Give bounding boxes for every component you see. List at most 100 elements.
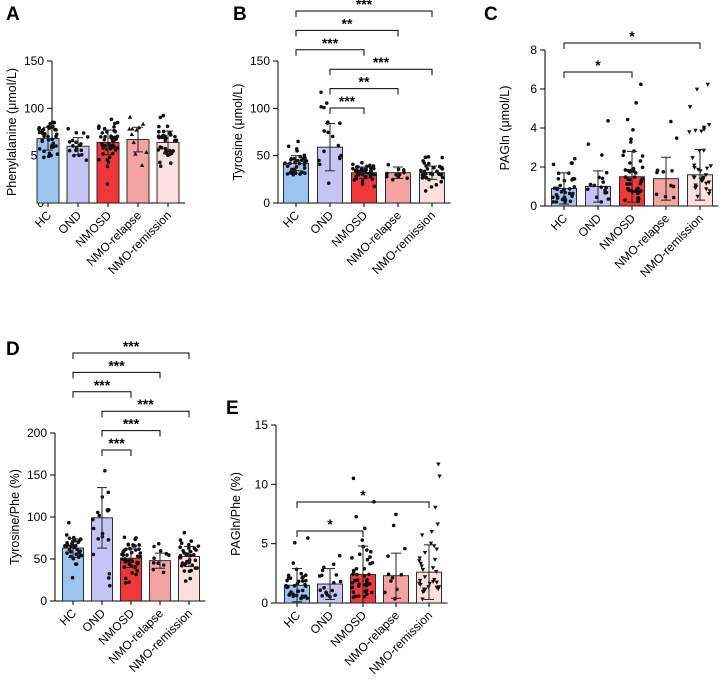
data-point (692, 175, 697, 180)
data-point (351, 595, 356, 599)
y-tick-label: 5 (261, 537, 268, 551)
data-point (636, 186, 640, 191)
data-point (586, 142, 591, 146)
data-point (158, 164, 163, 169)
data-point (96, 537, 101, 541)
data-point (628, 140, 633, 144)
data-point (40, 138, 45, 142)
data-point (631, 128, 635, 132)
data-point (324, 591, 329, 596)
data-point (123, 581, 128, 585)
data-point (420, 567, 426, 572)
y-axis-title: Phenylalanine (μmol/L) (5, 68, 19, 196)
data-point (368, 166, 373, 170)
data-point (91, 517, 95, 522)
data-point (588, 182, 593, 187)
data-point (291, 561, 296, 565)
data-point (127, 114, 133, 119)
data-point (37, 130, 42, 135)
data-point (700, 176, 706, 181)
data-point (634, 189, 638, 194)
data-point (422, 575, 428, 580)
data-point (304, 573, 308, 577)
significance-label: * (360, 487, 366, 503)
data-point (185, 559, 189, 564)
data-point (417, 556, 422, 561)
data-point (108, 583, 112, 588)
data-point (571, 191, 575, 196)
y-tick-label: 50 (257, 149, 271, 163)
data-point (50, 137, 54, 142)
data-point (350, 585, 355, 590)
data-point (127, 126, 132, 131)
data-point (625, 182, 629, 186)
data-point (161, 570, 166, 575)
data-point (558, 183, 562, 188)
data-point (172, 138, 177, 143)
data-point (130, 126, 135, 131)
data-point (434, 183, 439, 187)
data-point (292, 157, 297, 161)
y-axis-title: PAGln (μmol/L) (498, 86, 512, 171)
category-label: OND (307, 608, 336, 637)
data-point (351, 590, 356, 594)
data-point (420, 597, 425, 602)
data-point (289, 157, 293, 162)
significance-bracket (329, 68, 433, 76)
data-point (384, 174, 389, 179)
data-point (424, 176, 429, 180)
data-point (604, 170, 609, 175)
data-point (425, 167, 430, 171)
data-point (74, 130, 79, 135)
data-point (334, 573, 339, 577)
data-point (433, 505, 438, 510)
data-point (55, 152, 60, 156)
significance-label: *** (123, 338, 140, 354)
y-axis-title: Tyrosine (μmol/L) (231, 84, 245, 181)
data-point (319, 90, 323, 95)
data-point (183, 579, 188, 583)
y-axis-title: PAGln/Phe (%) (229, 472, 243, 556)
data-point (439, 179, 444, 184)
significance-label: * (327, 516, 333, 532)
y-tick-label: 150 (27, 468, 47, 482)
panel-a: A050100150Phenylalanine (μmol/L)HCONDNMO… (5, 4, 185, 277)
data-point (101, 146, 105, 150)
significance-bracket (563, 42, 701, 49)
data-point (70, 575, 75, 580)
data-point (556, 171, 561, 176)
data-point (551, 162, 556, 167)
data-point (632, 169, 636, 174)
significance-label: *** (108, 357, 125, 373)
data-point (370, 561, 375, 565)
y-tick-label: 4 (530, 121, 537, 135)
data-point (76, 555, 81, 559)
data-point (123, 576, 128, 581)
data-point (67, 140, 72, 144)
data-point (84, 158, 89, 162)
data-point (627, 170, 632, 174)
data-point (703, 173, 709, 178)
significance-bracket (329, 107, 365, 114)
y-tick-label: 2 (530, 160, 537, 174)
data-point (126, 559, 131, 563)
data-point (324, 101, 329, 105)
data-point (134, 536, 138, 540)
data-point (97, 513, 102, 518)
data-point (638, 181, 642, 186)
data-point (156, 148, 161, 152)
data-point (350, 581, 354, 585)
data-point (189, 539, 194, 543)
data-point (358, 169, 363, 173)
data-point (367, 572, 371, 577)
data-point (97, 157, 101, 162)
data-point (178, 553, 183, 558)
data-point (436, 587, 441, 592)
data-point (356, 594, 361, 598)
data-point (701, 127, 707, 132)
data-point (336, 143, 341, 148)
data-point (631, 166, 636, 171)
data-point (338, 121, 342, 126)
data-point (137, 547, 141, 551)
